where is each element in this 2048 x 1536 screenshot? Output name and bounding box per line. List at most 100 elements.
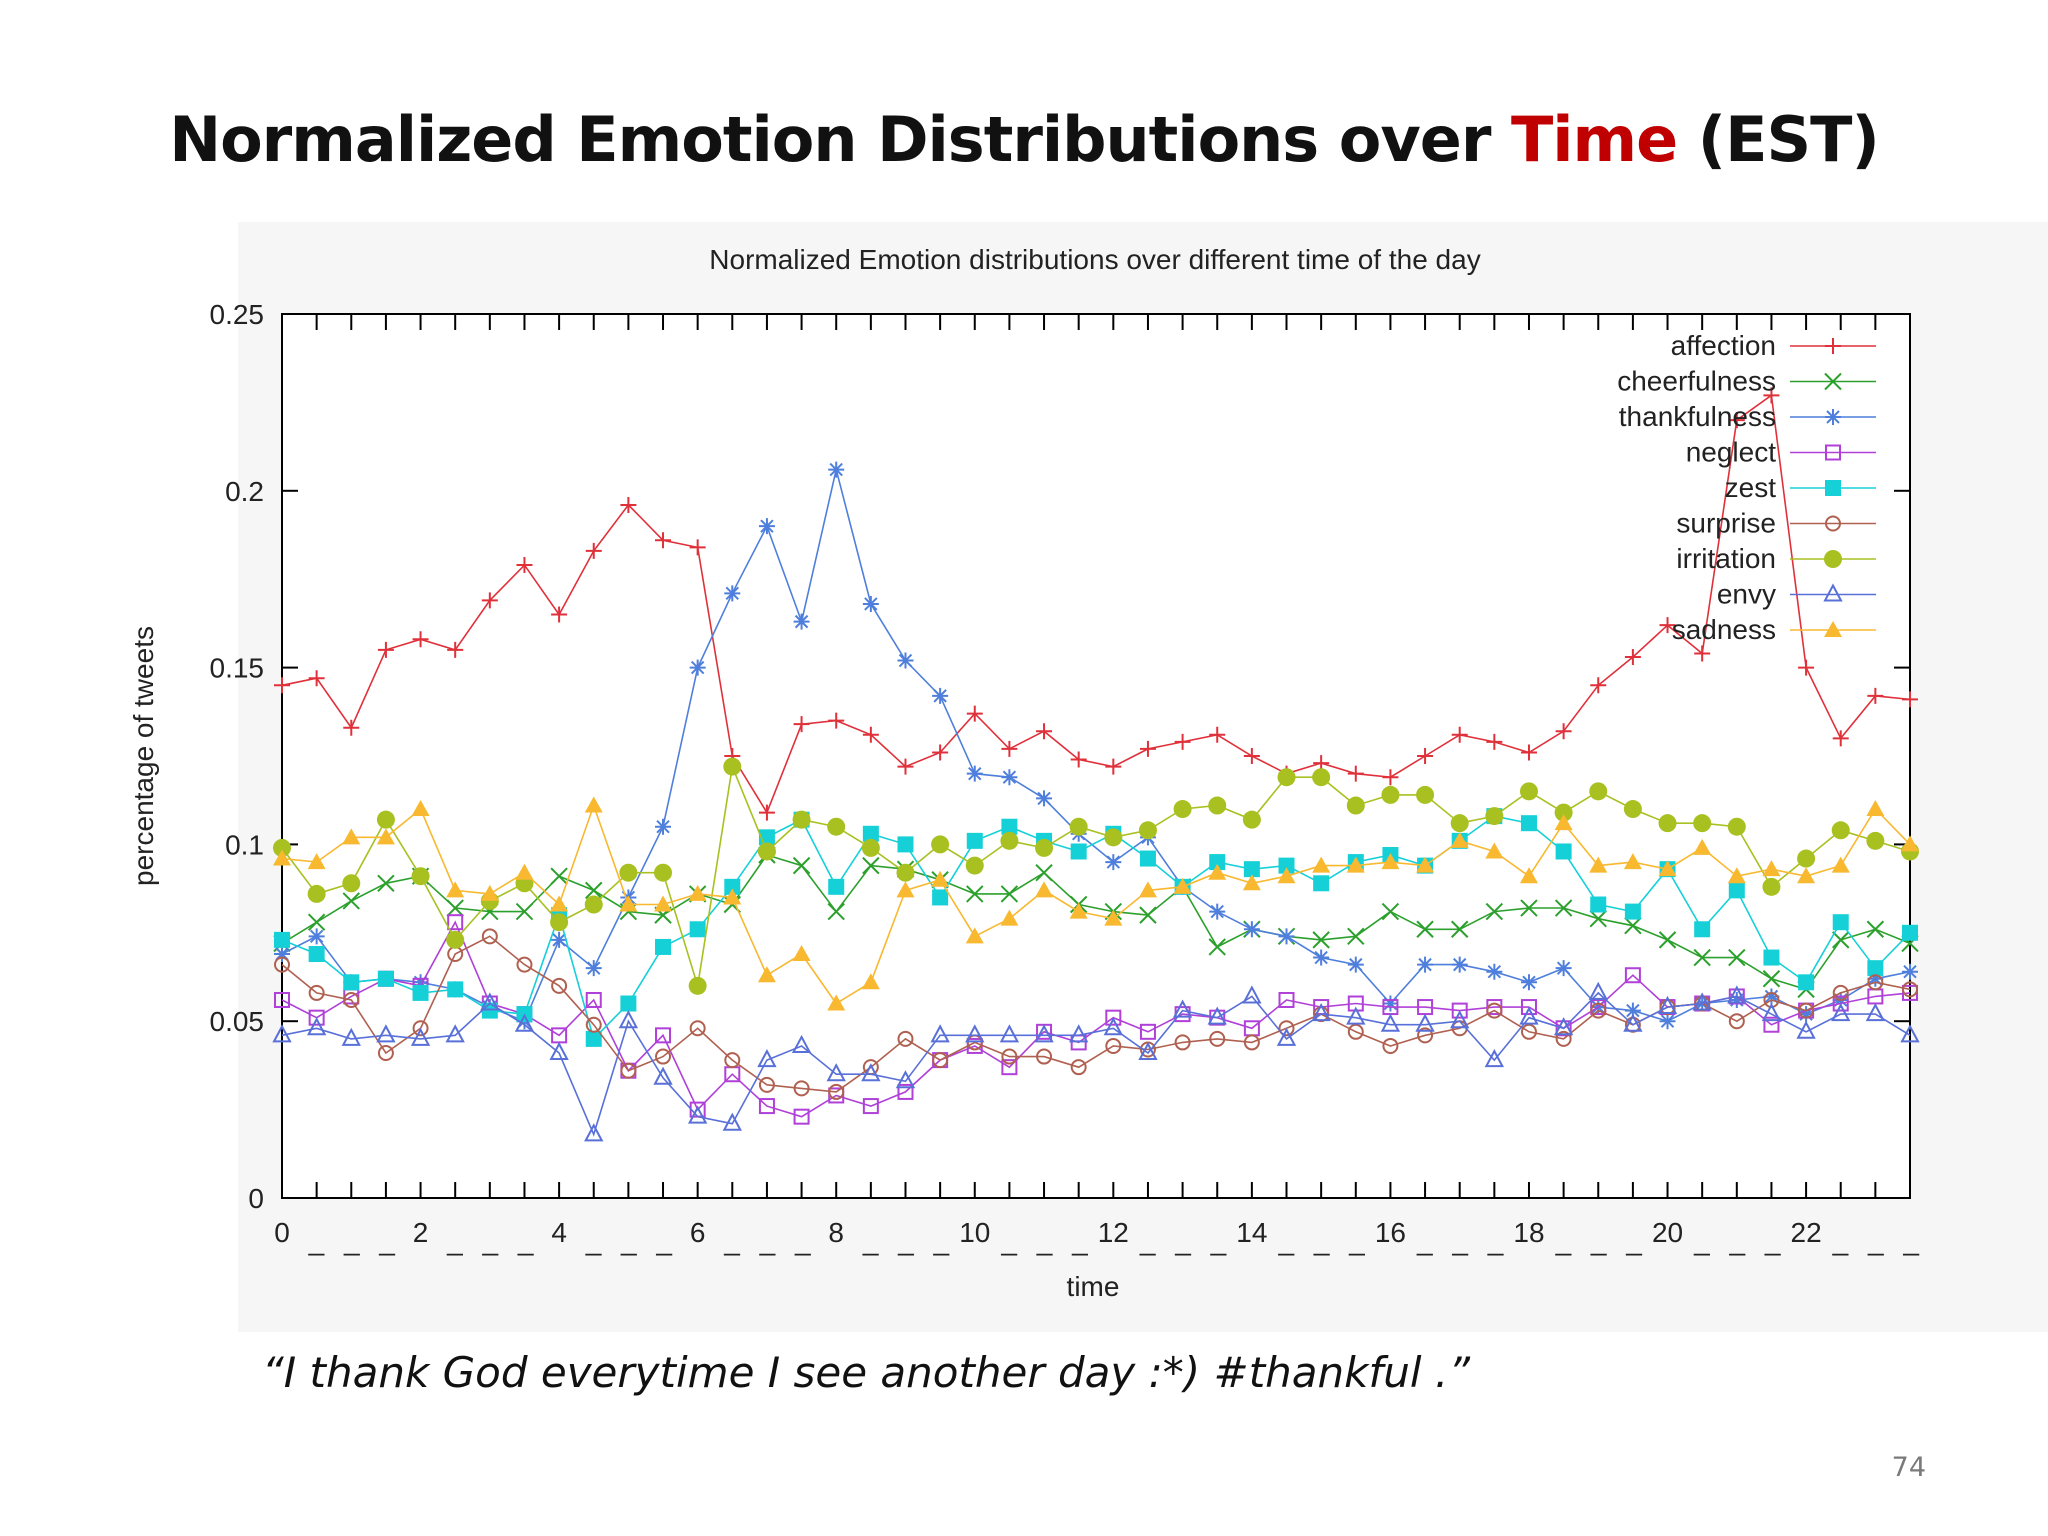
data-point-sadness	[1623, 853, 1642, 870]
data-point-zest	[1555, 843, 1572, 860]
axes: 0 _ _ _ 2 _ _ _ 4 _ _ _ 6 _ _ _ 8 _ _ _ 10 _ _ _ 12 _…	[210, 299, 1919, 1256]
data-point-surprise	[1347, 1023, 1364, 1040]
data-point-surprise	[655, 1048, 672, 1065]
data-point-cheerfulness	[446, 899, 464, 917]
data-point-thankfulness	[1417, 956, 1434, 973]
data-point-sadness	[931, 870, 950, 887]
data-point-affection	[758, 804, 775, 821]
data-point-zest	[1520, 815, 1537, 832]
legend-marker-thankfulness	[1825, 409, 1841, 425]
data-point-zest	[1209, 854, 1226, 871]
legend-marker-affection	[1825, 338, 1841, 354]
data-point-envy	[514, 1013, 535, 1032]
data-point-cheerfulness	[307, 913, 326, 931]
data-point-envy	[999, 1024, 1020, 1043]
series-group	[272, 387, 1920, 1142]
data-point-affection	[862, 726, 879, 743]
data-point-surprise	[897, 1030, 914, 1047]
data-point-affection	[308, 670, 325, 687]
data-point-irritation	[342, 874, 361, 893]
data-point-surprise	[481, 928, 498, 945]
data-point-sadness	[1485, 842, 1504, 859]
x-tick-label: 20	[1652, 1217, 1683, 1248]
data-point-cheerfulness	[966, 885, 984, 903]
data-point-envy	[1276, 1027, 1297, 1046]
data-point-zest	[1694, 921, 1711, 938]
data-point-sadness	[1658, 860, 1677, 877]
data-point-envy	[930, 1024, 950, 1043]
data-point-envy	[1553, 1017, 1574, 1036]
data-point-sadness	[688, 884, 707, 901]
data-point-zest	[620, 995, 637, 1012]
data-point-irritation	[792, 810, 811, 829]
data-point-irritation	[1797, 849, 1816, 868]
legend-label-envy: envy	[1717, 579, 1776, 610]
data-point-sadness	[480, 884, 499, 901]
quote-text: “I thank God everytime I see another day…	[262, 1348, 1470, 1397]
data-point-affection	[412, 631, 429, 648]
data-point-zest	[274, 931, 290, 948]
data-point-zest	[308, 946, 325, 963]
series-affection	[274, 387, 1918, 821]
data-point-neglect	[308, 1009, 325, 1026]
data-point-thankfulness	[1555, 960, 1572, 977]
data-point-neglect	[758, 1098, 775, 1115]
legend-label-surprise: surprise	[1676, 508, 1776, 539]
data-point-envy	[1103, 1017, 1123, 1036]
x-tick-label: 10	[959, 1217, 990, 1248]
data-point-surprise	[516, 956, 533, 973]
data-point-surprise	[724, 1052, 741, 1069]
data-point-neglect	[274, 991, 290, 1008]
data-point-sadness	[792, 945, 811, 962]
data-point-affection	[1624, 648, 1641, 665]
data-point-zest	[377, 970, 394, 987]
data-point-irritation	[411, 867, 430, 886]
data-point-affection	[1382, 769, 1399, 786]
data-point-sadness	[654, 895, 673, 912]
data-point-zest	[1243, 861, 1260, 878]
data-point-thankfulness	[1624, 1002, 1641, 1019]
data-point-irritation	[1831, 821, 1850, 840]
y-tick-label: 0.15	[210, 653, 265, 684]
data-point-irritation	[1312, 768, 1331, 787]
data-point-irritation	[723, 757, 742, 776]
data-point-thankfulness	[1278, 928, 1295, 945]
data-point-sadness	[896, 881, 915, 898]
data-point-thankfulness	[689, 659, 706, 676]
data-point-envy	[1623, 1013, 1643, 1032]
x-tick-label: 12	[1098, 1217, 1129, 1248]
data-point-zest	[1867, 960, 1884, 977]
data-point-cheerfulness	[792, 856, 811, 875]
data-point-affection	[274, 677, 290, 694]
data-point-zest	[1902, 924, 1918, 941]
data-point-zest	[1139, 850, 1156, 867]
data-point-irritation	[550, 913, 569, 932]
data-point-affection	[1659, 617, 1676, 634]
x-tick-label: 14	[1236, 1217, 1267, 1248]
y-tick-label: 0.25	[210, 299, 265, 330]
series-line-sadness	[281, 803, 1911, 1005]
data-point-affection	[1486, 733, 1503, 750]
data-point-envy	[1415, 1013, 1435, 1032]
data-point-thankfulness	[897, 652, 914, 669]
data-point-affection	[1694, 645, 1711, 662]
data-point-irritation	[273, 838, 291, 857]
x-tick-label: 4	[551, 1217, 567, 1248]
data-point-cheerfulness	[1347, 927, 1365, 946]
data-point-neglect	[862, 1098, 879, 1115]
x-tick-label: 8	[828, 1217, 844, 1248]
data-point-irritation	[1658, 814, 1677, 833]
slide-title-part2: (EST)	[1677, 103, 1880, 176]
data-point-cheerfulness	[585, 881, 603, 900]
x-tick-placeholder: _ _ _	[1416, 1225, 1509, 1256]
series-line-thankfulness	[281, 469, 1911, 1023]
data-point-irritation	[1381, 785, 1400, 804]
x-tick-placeholder: _ _ _	[862, 1225, 955, 1256]
data-point-irritation	[446, 930, 465, 949]
data-point-surprise	[1209, 1030, 1226, 1047]
data-point-sadness	[1104, 909, 1123, 926]
data-point-envy	[1207, 1006, 1227, 1025]
series-zest	[274, 808, 1918, 1047]
data-point-neglect	[447, 914, 464, 931]
data-point-cheerfulness	[1658, 931, 1677, 949]
